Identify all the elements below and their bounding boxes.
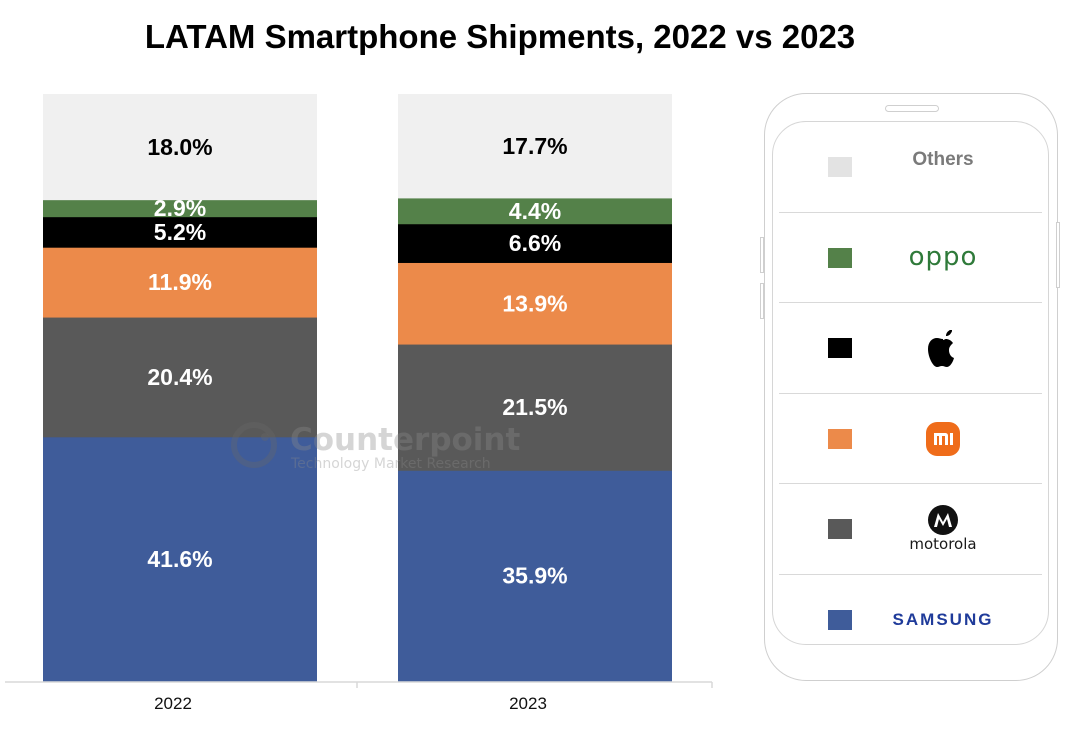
watermark-tagline: Technology Market Research: [290, 456, 491, 472]
watermark: Counterpoint Technology Market Research: [231, 422, 521, 472]
legend: Others oppo motorola SAMSUNG: [772, 121, 1049, 645]
legend-divider: [779, 211, 1042, 213]
x-tick-label: 2022: [154, 694, 192, 713]
bar-segment-motorola-2023: [398, 344, 672, 471]
legend-item-others: Others: [773, 122, 1048, 212]
bar-segment-others-2022: [43, 94, 317, 201]
motorola-wordmark: motorola: [909, 535, 977, 553]
legend-swatch: [828, 428, 852, 449]
data-label-samsung-2023: 35.9%: [502, 563, 567, 589]
bar-segment-xiaomi-2022: [43, 247, 317, 318]
data-label-xiaomi-2022: 11.9%: [148, 269, 212, 295]
legend-item-oppo: oppo: [773, 213, 1048, 303]
legend-swatch: [828, 157, 852, 177]
data-label-others-2023: 17.7%: [502, 133, 567, 159]
bar-segment-samsung-2023: [398, 470, 672, 682]
xiaomi-logo-icon: [873, 394, 1013, 484]
data-label-others-2022: 18.0%: [147, 134, 212, 160]
phone-speaker: [885, 105, 939, 112]
data-label-oppo-2023: 4.4%: [509, 198, 561, 224]
bar-segment-xiaomi-2023: [398, 262, 672, 345]
data-label-motorola-2022: 20.4%: [147, 364, 212, 390]
legend-item-xiaomi: [773, 394, 1048, 484]
bar-segment-apple-2023: [398, 223, 672, 263]
bar-stack-2022: 41.6% 20.4% 11.9% 5.2%2.9% 18.0%: [43, 94, 317, 682]
legend-divider: [779, 392, 1042, 394]
bar-segment-oppo-2022: [43, 199, 317, 218]
data-label-samsung-2022: 41.6%: [147, 546, 212, 572]
bars-layer: 41.6% 20.4% 11.9% 5.2%2.9% 18.0% 35.9% 21.5% 13…: [43, 94, 672, 682]
oppo-logo-icon: oppo: [908, 241, 978, 272]
bar-segment-others-2023: [398, 94, 672, 199]
watermark-logo-icon: [231, 422, 277, 468]
legend-divider: [779, 302, 1042, 303]
bar-stack-2023: 35.9% 21.5% 13.9% 6.6% 4.4% 17.7%: [398, 94, 672, 682]
samsung-logo-icon: SAMSUNG: [892, 609, 994, 629]
watermark-logo-dot: [261, 433, 269, 441]
data-label-apple-2023: 6.6%: [509, 230, 561, 256]
legend-swatch: [828, 609, 852, 630]
data-label-oppo-2022: 2.9%: [154, 195, 206, 221]
data-label-xiaomi-2023: 13.9%: [502, 290, 567, 316]
motorola-logo-icon: motorola: [873, 484, 1013, 574]
stacked-bar-chart: 41.6% 20.4% 11.9% 5.2%2.9% 18.0% 35.9% 21.5% 13…: [5, 94, 713, 713]
bar-segment-motorola-2022: [43, 317, 317, 438]
legend-divider: [779, 573, 1042, 575]
legend-item-samsung: SAMSUNG: [773, 575, 1048, 645]
phone-side-button: [1056, 222, 1060, 288]
apple-logo-icon: [873, 303, 1013, 393]
watermark-brand: Counterpoint: [290, 422, 521, 458]
x-axis: 2022 2023: [5, 681, 713, 713]
bar-segment-apple-2022: [43, 216, 317, 248]
legend-divider: [779, 483, 1042, 484]
legend-swatch: [828, 338, 852, 358]
legend-phone-frame: Others oppo motorola SAMSUNG: [764, 93, 1058, 681]
data-label-motorola-2023: 21.5%: [502, 394, 567, 420]
legend-item-motorola: motorola: [773, 484, 1048, 574]
legend-swatch: [828, 519, 852, 539]
legend-swatch: [828, 247, 852, 268]
bar-segment-oppo-2023: [398, 197, 672, 225]
legend-label: Others: [912, 149, 974, 170]
phone-side-button: [760, 283, 764, 319]
x-tick-label: 2023: [509, 694, 547, 713]
phone-side-button: [760, 237, 764, 273]
legend-item-apple: [773, 303, 1048, 393]
bar-segment-samsung-2022: [43, 436, 317, 682]
data-label-apple-2022: 5.2%: [154, 219, 206, 245]
chart-title: LATAM Smartphone Shipments, 2022 vs 2023: [144, 18, 856, 55]
